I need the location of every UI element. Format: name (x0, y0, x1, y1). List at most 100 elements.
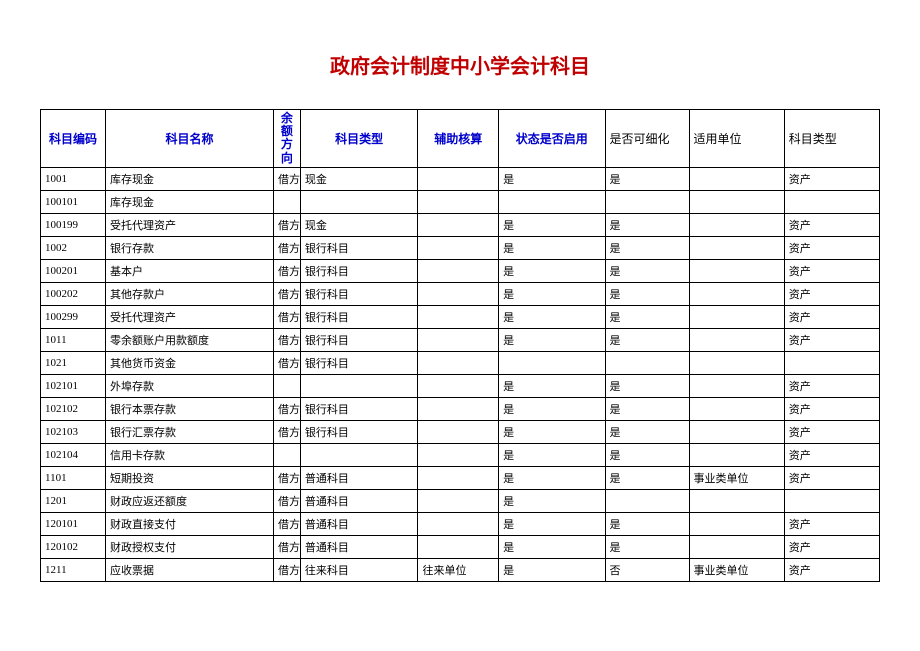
cell-code: 100201 (41, 259, 106, 282)
cell-code: 102103 (41, 420, 106, 443)
cell-type: 银行科目 (300, 282, 418, 305)
col-header-unit: 适用单位 (689, 110, 784, 168)
cell-ref (605, 351, 689, 374)
cell-type: 普通科目 (300, 489, 418, 512)
cell-name: 短期投资 (105, 466, 273, 489)
cell-stat (499, 190, 605, 213)
cell-type: 普通科目 (300, 466, 418, 489)
cell-stat: 是 (499, 420, 605, 443)
cell-unit (689, 512, 784, 535)
cell-cat: 资产 (784, 443, 879, 466)
col-header-cat: 科目类型 (784, 110, 879, 168)
cell-dir: 借方 (273, 305, 300, 328)
col-header-type: 科目类型 (300, 110, 418, 168)
cell-ref: 是 (605, 305, 689, 328)
cell-type: 普通科目 (300, 512, 418, 535)
cell-stat: 是 (499, 558, 605, 581)
cell-type: 现金 (300, 167, 418, 190)
cell-ref: 否 (605, 558, 689, 581)
cell-stat: 是 (499, 259, 605, 282)
cell-aux (418, 190, 499, 213)
cell-aux (418, 420, 499, 443)
cell-ref: 是 (605, 512, 689, 535)
cell-aux (418, 374, 499, 397)
cell-dir: 借方 (273, 420, 300, 443)
col-header-stat: 状态是否启用 (499, 110, 605, 168)
cell-stat: 是 (499, 397, 605, 420)
cell-cat: 资产 (784, 420, 879, 443)
cell-cat: 资产 (784, 213, 879, 236)
table-row: 1021其他货币资金借方银行科目 (41, 351, 880, 374)
cell-name: 银行存款 (105, 236, 273, 259)
cell-stat: 是 (499, 236, 605, 259)
cell-ref: 是 (605, 328, 689, 351)
table-row: 120101财政直接支付借方普通科目是是资产 (41, 512, 880, 535)
cell-code: 1021 (41, 351, 106, 374)
cell-stat: 是 (499, 489, 605, 512)
cell-dir (273, 374, 300, 397)
cell-unit (689, 489, 784, 512)
cell-code: 100299 (41, 305, 106, 328)
cell-stat: 是 (499, 466, 605, 489)
cell-unit: 事业类单位 (689, 466, 784, 489)
cell-ref: 是 (605, 420, 689, 443)
cell-aux (418, 167, 499, 190)
col-header-ref: 是否可细化 (605, 110, 689, 168)
cell-code: 1201 (41, 489, 106, 512)
table-header-row: 科目编码 科目名称 余额方向 科目类型 辅助核算 状态是否启用 是否可细化 适用… (41, 110, 880, 168)
cell-unit (689, 282, 784, 305)
cell-cat (784, 489, 879, 512)
cell-code: 102102 (41, 397, 106, 420)
cell-cat: 资产 (784, 374, 879, 397)
table-row: 102103银行汇票存款借方银行科目是是资产 (41, 420, 880, 443)
cell-code: 100101 (41, 190, 106, 213)
cell-name: 应收票据 (105, 558, 273, 581)
col-header-dir: 余额方向 (273, 110, 300, 168)
cell-name: 财政直接支付 (105, 512, 273, 535)
cell-cat: 资产 (784, 512, 879, 535)
cell-cat: 资产 (784, 466, 879, 489)
cell-type: 银行科目 (300, 305, 418, 328)
table-row: 100201基本户借方银行科目是是资产 (41, 259, 880, 282)
cell-name: 库存现金 (105, 167, 273, 190)
cell-unit: 事业类单位 (689, 558, 784, 581)
accounts-table: 科目编码 科目名称 余额方向 科目类型 辅助核算 状态是否启用 是否可细化 适用… (40, 109, 880, 582)
cell-cat: 资产 (784, 328, 879, 351)
cell-cat: 资产 (784, 535, 879, 558)
cell-dir: 借方 (273, 282, 300, 305)
table-row: 100299受托代理资产借方银行科目是是资产 (41, 305, 880, 328)
cell-name: 受托代理资产 (105, 213, 273, 236)
cell-unit (689, 328, 784, 351)
cell-dir: 借方 (273, 213, 300, 236)
cell-name: 零余额账户用款额度 (105, 328, 273, 351)
cell-name: 其他存款户 (105, 282, 273, 305)
cell-type: 银行科目 (300, 236, 418, 259)
cell-aux (418, 535, 499, 558)
cell-ref: 是 (605, 236, 689, 259)
cell-aux (418, 466, 499, 489)
cell-unit (689, 167, 784, 190)
cell-code: 120101 (41, 512, 106, 535)
cell-unit (689, 374, 784, 397)
cell-cat: 资产 (784, 167, 879, 190)
table-row: 1001库存现金借方现金是是资产 (41, 167, 880, 190)
cell-dir: 借方 (273, 397, 300, 420)
cell-unit (689, 351, 784, 374)
cell-code: 1101 (41, 466, 106, 489)
cell-type (300, 374, 418, 397)
cell-cat (784, 351, 879, 374)
cell-ref: 是 (605, 443, 689, 466)
table-row: 102102银行本票存款借方银行科目是是资产 (41, 397, 880, 420)
table-body: 1001库存现金借方现金是是资产100101库存现金100199受托代理资产借方… (41, 167, 880, 581)
cell-type: 银行科目 (300, 328, 418, 351)
cell-aux (418, 443, 499, 466)
cell-type: 银行科目 (300, 420, 418, 443)
cell-type: 银行科目 (300, 351, 418, 374)
cell-name: 基本户 (105, 259, 273, 282)
cell-unit (689, 397, 784, 420)
cell-stat: 是 (499, 535, 605, 558)
cell-ref: 是 (605, 374, 689, 397)
cell-code: 1011 (41, 328, 106, 351)
cell-name: 外埠存款 (105, 374, 273, 397)
cell-aux (418, 213, 499, 236)
